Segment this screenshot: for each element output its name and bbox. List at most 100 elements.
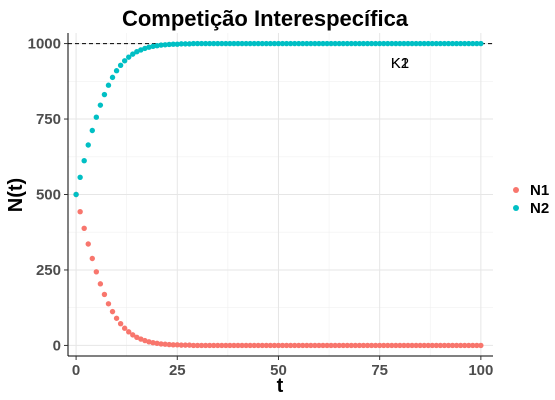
x-tick-label: 75 <box>371 362 388 379</box>
point-n1 <box>449 342 456 349</box>
point-n1 <box>259 342 265 349</box>
point-n1 <box>198 342 205 349</box>
point-n1 <box>190 342 197 349</box>
point-n1 <box>251 342 257 349</box>
point-n2 <box>101 91 108 98</box>
point-n1 <box>389 342 395 349</box>
axes: 0 250 500 750 1000 0 25 50 75 100 <box>28 33 493 379</box>
point-n2 <box>441 40 448 47</box>
point-n1 <box>372 342 379 349</box>
point-n2 <box>243 40 249 47</box>
point-n2 <box>336 40 342 47</box>
point-n2 <box>235 40 241 47</box>
point-n1 <box>376 342 383 349</box>
point-n1 <box>368 342 375 349</box>
point-n1 <box>235 342 241 349</box>
point-n1 <box>433 342 440 349</box>
point-n1 <box>174 342 180 348</box>
point-n1 <box>283 342 290 349</box>
point-n1 <box>215 342 221 349</box>
x-tick-label: 50 <box>270 362 287 379</box>
point-n2 <box>344 40 350 47</box>
point-n1 <box>182 342 189 348</box>
point-n1 <box>385 342 391 349</box>
point-n1 <box>421 342 427 349</box>
point-n1 <box>227 342 233 349</box>
point-n2 <box>158 42 164 48</box>
point-n1 <box>105 301 112 307</box>
point-n2 <box>239 40 245 47</box>
point-n1 <box>393 342 399 349</box>
point-n1 <box>271 342 278 349</box>
point-n1 <box>170 342 176 348</box>
point-n1 <box>178 342 185 348</box>
point-n1 <box>130 332 136 338</box>
point-n2 <box>117 62 124 68</box>
point-n1 <box>332 342 338 349</box>
point-n1 <box>401 342 407 349</box>
y-tick-label: 750 <box>36 111 61 128</box>
point-n2 <box>283 40 290 47</box>
point-n2 <box>474 40 480 47</box>
point-n2 <box>134 49 140 55</box>
point-n2 <box>174 41 180 47</box>
point-n2 <box>340 40 346 47</box>
point-n2 <box>352 40 359 47</box>
point-n1 <box>109 308 116 315</box>
point-n1 <box>474 342 480 349</box>
point-n1 <box>186 342 193 348</box>
point-n2 <box>385 40 391 47</box>
point-n2 <box>393 40 399 47</box>
point-n1 <box>126 329 132 335</box>
point-n2 <box>300 40 306 47</box>
point-n2 <box>162 42 168 48</box>
point-n1 <box>211 342 217 349</box>
point-n2 <box>81 157 87 164</box>
point-n1 <box>194 342 201 349</box>
y-tick-label: 500 <box>36 187 61 204</box>
point-n2 <box>166 41 172 48</box>
point-n2 <box>255 40 261 47</box>
point-n2 <box>348 40 355 47</box>
point-n2 <box>425 40 431 47</box>
point-n2 <box>146 44 152 50</box>
point-n2 <box>93 114 100 120</box>
x-axis-title: t <box>277 375 284 397</box>
point-n1 <box>312 342 318 349</box>
point-n1 <box>287 342 294 349</box>
point-n2 <box>466 40 472 47</box>
point-n1 <box>344 342 350 349</box>
point-n1 <box>348 342 355 349</box>
point-n2 <box>316 40 322 47</box>
point-n2 <box>470 40 476 47</box>
point-n2 <box>312 40 318 47</box>
legend-label-n1: N1 <box>530 182 549 199</box>
point-n2 <box>215 40 221 47</box>
point-n1 <box>300 342 306 349</box>
point-n1 <box>89 255 95 262</box>
point-n2 <box>105 82 112 88</box>
point-n2 <box>381 40 387 47</box>
point-n1 <box>202 342 209 349</box>
point-n2 <box>401 40 407 47</box>
point-n2 <box>308 40 314 47</box>
point-n1 <box>437 342 444 349</box>
point-n2 <box>328 40 334 47</box>
point-n2 <box>433 40 440 47</box>
point-n1 <box>77 209 83 215</box>
point-n2 <box>437 40 444 47</box>
point-n1 <box>166 341 172 348</box>
point-n1 <box>93 269 100 275</box>
point-n2 <box>364 40 371 47</box>
point-n2 <box>405 40 411 47</box>
annotation-label: K2 <box>391 55 409 72</box>
point-n2 <box>304 40 310 47</box>
point-n1 <box>445 342 452 349</box>
point-n1 <box>429 342 435 349</box>
point-n1 <box>101 291 108 298</box>
point-n2 <box>267 40 274 47</box>
point-n1 <box>425 342 431 349</box>
point-n2 <box>130 51 136 57</box>
point-n2 <box>154 42 160 49</box>
